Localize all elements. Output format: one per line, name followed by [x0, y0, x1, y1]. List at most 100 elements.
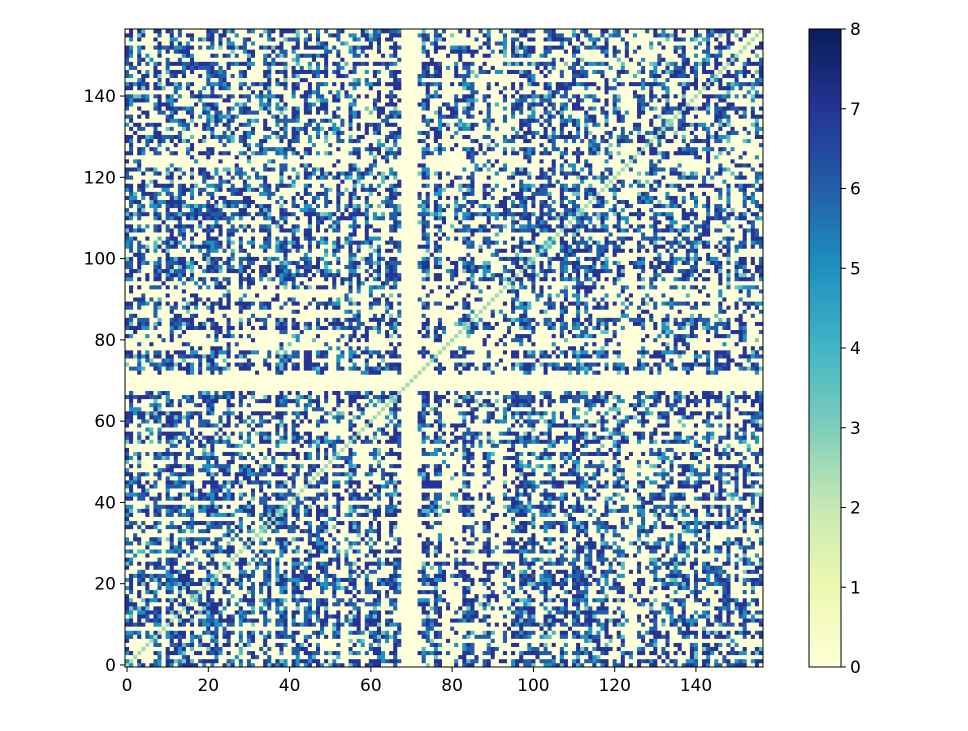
heatmap-cell	[584, 549, 589, 554]
heatmap-cell	[693, 626, 699, 631]
heatmap-cell	[425, 561, 431, 566]
heatmap-cell	[689, 614, 695, 619]
heatmap-cell	[376, 581, 382, 587]
heatmap-cell	[364, 557, 370, 562]
heatmap-cell	[222, 642, 227, 647]
heatmap-cell	[466, 610, 471, 615]
heatmap-cell	[450, 589, 455, 595]
heatmap-cell	[425, 610, 431, 615]
heatmap-cell	[506, 638, 512, 643]
heatmap-cell	[344, 565, 349, 570]
heatmap-cell	[523, 536, 528, 542]
heatmap-cell	[409, 536, 414, 542]
heatmap-cell	[206, 541, 211, 546]
heatmap-cell	[263, 561, 268, 566]
heatmap-cell	[543, 557, 548, 562]
heatmap-cell	[669, 545, 674, 550]
heatmap-cell	[185, 585, 191, 591]
heatmap-cell	[653, 557, 658, 562]
heatmap-cell	[567, 553, 573, 558]
heatmap-cell	[214, 618, 219, 623]
heatmap-cell	[641, 557, 646, 562]
heatmap-cell	[271, 597, 276, 603]
heatmap-cell	[401, 610, 406, 615]
heatmap-cell	[559, 618, 565, 623]
heatmap-cell	[307, 622, 313, 627]
heatmap-cell	[555, 658, 561, 664]
heatmap-cell	[315, 630, 321, 635]
heatmap-cell	[730, 610, 735, 615]
heatmap-cell	[259, 565, 264, 570]
heatmap-cell	[502, 658, 508, 664]
heatmap-cell	[677, 597, 683, 603]
heatmap-cell	[551, 601, 557, 607]
heatmap-cell	[588, 565, 593, 570]
heatmap-cell	[307, 569, 313, 574]
heatmap-cell	[421, 650, 427, 656]
heatmap-cell	[165, 654, 171, 660]
heatmap-cell	[230, 593, 236, 599]
heatmap-cell	[454, 618, 459, 623]
heatmap-cell	[165, 634, 171, 639]
heatmap-cell	[149, 650, 154, 656]
heatmap-cell	[608, 630, 613, 635]
heatmap-cell	[750, 557, 756, 562]
heatmap-cell	[714, 565, 719, 570]
heatmap-cell	[397, 593, 402, 599]
heatmap-cell	[157, 557, 162, 562]
heatmap-cell	[726, 658, 731, 664]
heatmap-cell	[372, 614, 378, 619]
heatmap-cell	[702, 658, 707, 664]
heatmap-cell	[352, 614, 357, 619]
heatmap-cell	[697, 638, 703, 643]
heatmap-cell	[320, 565, 325, 570]
heatmap-cell	[454, 557, 459, 562]
heatmap-cell	[738, 593, 743, 599]
heatmap-cell	[393, 597, 398, 603]
heatmap-cell	[750, 597, 756, 603]
heatmap-cell	[588, 577, 593, 582]
heatmap-cell	[669, 654, 674, 660]
heatmap-cell	[665, 545, 670, 550]
heatmap-cell	[393, 593, 398, 599]
heatmap-cell	[145, 561, 150, 566]
heatmap-cell	[628, 654, 634, 660]
heatmap-cell	[689, 589, 695, 595]
heatmap-cell	[563, 642, 569, 647]
heatmap-cell	[616, 658, 622, 664]
heatmap-cell	[754, 654, 760, 660]
heatmap-cell	[588, 626, 593, 631]
heatmap-cell	[360, 581, 366, 587]
heatmap-cell	[429, 541, 435, 546]
heatmap-cell	[559, 606, 565, 611]
heatmap-cell	[194, 654, 199, 660]
heatmap-cell	[177, 597, 183, 603]
heatmap-cell	[563, 597, 569, 603]
heatmap-cell	[307, 597, 313, 603]
heatmap-cell	[368, 646, 374, 652]
heatmap-cell	[190, 549, 195, 554]
heatmap-cell	[214, 650, 219, 656]
heatmap-cell	[405, 658, 410, 664]
heatmap-cell	[340, 626, 345, 631]
heatmap-cell	[486, 650, 492, 656]
heatmap-cell	[596, 536, 601, 542]
heatmap-cell	[628, 577, 634, 582]
heatmap-cell	[185, 577, 191, 582]
heatmap-cell	[198, 601, 203, 607]
heatmap-cell	[267, 553, 272, 558]
heatmap-cell	[295, 658, 301, 664]
heatmap-cell	[129, 638, 134, 643]
heatmap-cell	[474, 593, 479, 599]
heatmap-cell	[738, 654, 743, 660]
heatmap-cell	[685, 585, 691, 591]
heatmap-cell	[125, 545, 130, 550]
heatmap-cell	[697, 565, 703, 570]
heatmap-cell	[706, 585, 711, 591]
heatmap-cell	[519, 601, 524, 607]
heatmap-cell	[246, 569, 252, 574]
heatmap-cell	[328, 658, 333, 664]
heatmap-cell	[125, 541, 130, 546]
heatmap-cell	[376, 662, 382, 668]
heatmap-cell	[242, 585, 248, 591]
